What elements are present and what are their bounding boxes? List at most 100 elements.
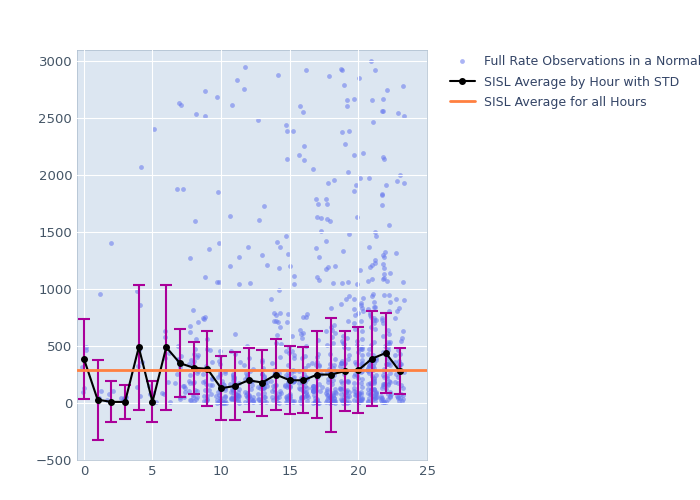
Full Rate Observations in a Normal Point <box>287 128 298 136</box>
Full Rate Observations in a Normal Point <box>296 354 307 362</box>
Full Rate Observations in a Normal Point <box>364 263 375 271</box>
Full Rate Observations in a Normal Point <box>192 366 203 374</box>
Full Rate Observations in a Normal Point <box>261 378 272 386</box>
Full Rate Observations in a Normal Point <box>340 140 351 148</box>
Full Rate Observations in a Normal Point <box>298 156 309 164</box>
Full Rate Observations in a Normal Point <box>383 326 394 334</box>
Full Rate Observations in a Normal Point <box>272 238 283 246</box>
Full Rate Observations in a Normal Point <box>309 394 321 402</box>
Full Rate Observations in a Normal Point <box>189 398 200 406</box>
Full Rate Observations in a Normal Point <box>92 398 104 406</box>
Full Rate Observations in a Normal Point <box>352 213 363 221</box>
Full Rate Observations in a Normal Point <box>349 96 360 104</box>
Full Rate Observations in a Normal Point <box>370 372 382 380</box>
Full Rate Observations in a Normal Point <box>339 388 350 396</box>
Full Rate Observations in a Normal Point <box>202 346 213 354</box>
Full Rate Observations in a Normal Point <box>348 306 359 314</box>
Full Rate Observations in a Normal Point <box>367 290 378 298</box>
Full Rate Observations in a Normal Point <box>281 383 293 391</box>
Full Rate Observations in a Normal Point <box>395 360 407 368</box>
Full Rate Observations in a Normal Point <box>329 371 340 379</box>
Full Rate Observations in a Normal Point <box>327 364 338 372</box>
Full Rate Observations in a Normal Point <box>315 214 326 222</box>
Full Rate Observations in a Normal Point <box>338 394 349 402</box>
Full Rate Observations in a Normal Point <box>214 358 225 366</box>
Full Rate Observations in a Normal Point <box>353 390 364 398</box>
Full Rate Observations in a Normal Point <box>384 221 395 229</box>
Full Rate Observations in a Normal Point <box>310 398 321 406</box>
Full Rate Observations in a Normal Point <box>242 244 253 252</box>
Full Rate Observations in a Normal Point <box>370 388 382 396</box>
Full Rate Observations in a Normal Point <box>243 398 254 406</box>
Full Rate Observations in a Normal Point <box>215 386 226 394</box>
Full Rate Observations in a Normal Point <box>313 276 324 284</box>
SISL Average by Hour with STD <box>107 399 116 405</box>
Full Rate Observations in a Normal Point <box>310 386 321 394</box>
Full Rate Observations in a Normal Point <box>352 309 363 317</box>
Full Rate Observations in a Normal Point <box>204 346 216 354</box>
Full Rate Observations in a Normal Point <box>281 371 292 379</box>
Full Rate Observations in a Normal Point <box>355 174 366 182</box>
Full Rate Observations in a Normal Point <box>310 396 321 404</box>
Full Rate Observations in a Normal Point <box>336 377 347 385</box>
Full Rate Observations in a Normal Point <box>234 379 245 387</box>
Full Rate Observations in a Normal Point <box>246 386 257 394</box>
Full Rate Observations in a Normal Point <box>267 382 279 390</box>
Full Rate Observations in a Normal Point <box>273 398 284 406</box>
Full Rate Observations in a Normal Point <box>328 361 339 369</box>
Full Rate Observations in a Normal Point <box>285 383 296 391</box>
Full Rate Observations in a Normal Point <box>353 392 364 400</box>
Full Rate Observations in a Normal Point <box>395 338 407 345</box>
Full Rate Observations in a Normal Point <box>258 396 270 404</box>
Full Rate Observations in a Normal Point <box>336 379 347 387</box>
Full Rate Observations in a Normal Point <box>205 390 216 398</box>
Full Rate Observations in a Normal Point <box>247 393 258 401</box>
Full Rate Observations in a Normal Point <box>179 384 190 392</box>
Full Rate Observations in a Normal Point <box>398 390 409 398</box>
Full Rate Observations in a Normal Point <box>172 356 183 364</box>
Full Rate Observations in a Normal Point <box>178 394 190 402</box>
Full Rate Observations in a Normal Point <box>270 382 281 390</box>
Full Rate Observations in a Normal Point <box>330 262 341 270</box>
Full Rate Observations in a Normal Point <box>312 398 323 406</box>
Full Rate Observations in a Normal Point <box>288 398 299 406</box>
Full Rate Observations in a Normal Point <box>281 155 293 163</box>
Full Rate Observations in a Normal Point <box>370 258 381 266</box>
Full Rate Observations in a Normal Point <box>321 326 332 334</box>
Full Rate Observations in a Normal Point <box>218 380 229 388</box>
Full Rate Observations in a Normal Point <box>336 278 347 286</box>
Full Rate Observations in a Normal Point <box>200 380 211 388</box>
Full Rate Observations in a Normal Point <box>351 371 363 379</box>
Full Rate Observations in a Normal Point <box>363 368 374 376</box>
Full Rate Observations in a Normal Point <box>201 335 212 343</box>
Full Rate Observations in a Normal Point <box>368 394 379 402</box>
Full Rate Observations in a Normal Point <box>378 274 389 282</box>
Full Rate Observations in a Normal Point <box>392 392 403 400</box>
Full Rate Observations in a Normal Point <box>214 352 225 360</box>
Full Rate Observations in a Normal Point <box>206 358 218 366</box>
Full Rate Observations in a Normal Point <box>380 380 391 388</box>
Full Rate Observations in a Normal Point <box>280 381 291 389</box>
Full Rate Observations in a Normal Point <box>322 368 333 376</box>
Full Rate Observations in a Normal Point <box>323 179 334 187</box>
Full Rate Observations in a Normal Point <box>383 340 394 348</box>
Full Rate Observations in a Normal Point <box>265 377 276 385</box>
Full Rate Observations in a Normal Point <box>285 390 296 398</box>
Full Rate Observations in a Normal Point <box>252 396 263 404</box>
Full Rate Observations in a Normal Point <box>184 322 195 330</box>
Full Rate Observations in a Normal Point <box>229 330 240 338</box>
Full Rate Observations in a Normal Point <box>348 188 359 196</box>
Full Rate Observations in a Normal Point <box>190 110 202 118</box>
Full Rate Observations in a Normal Point <box>258 372 270 380</box>
Full Rate Observations in a Normal Point <box>368 392 379 400</box>
Full Rate Observations in a Normal Point <box>393 394 404 402</box>
Full Rate Observations in a Normal Point <box>337 332 349 340</box>
Full Rate Observations in a Normal Point <box>204 386 215 394</box>
Full Rate Observations in a Normal Point <box>377 107 388 115</box>
Full Rate Observations in a Normal Point <box>282 394 293 402</box>
Full Rate Observations in a Normal Point <box>77 364 88 372</box>
Full Rate Observations in a Normal Point <box>366 260 377 268</box>
Full Rate Observations in a Normal Point <box>344 230 355 238</box>
Full Rate Observations in a Normal Point <box>219 397 230 405</box>
Full Rate Observations in a Normal Point <box>376 394 387 402</box>
